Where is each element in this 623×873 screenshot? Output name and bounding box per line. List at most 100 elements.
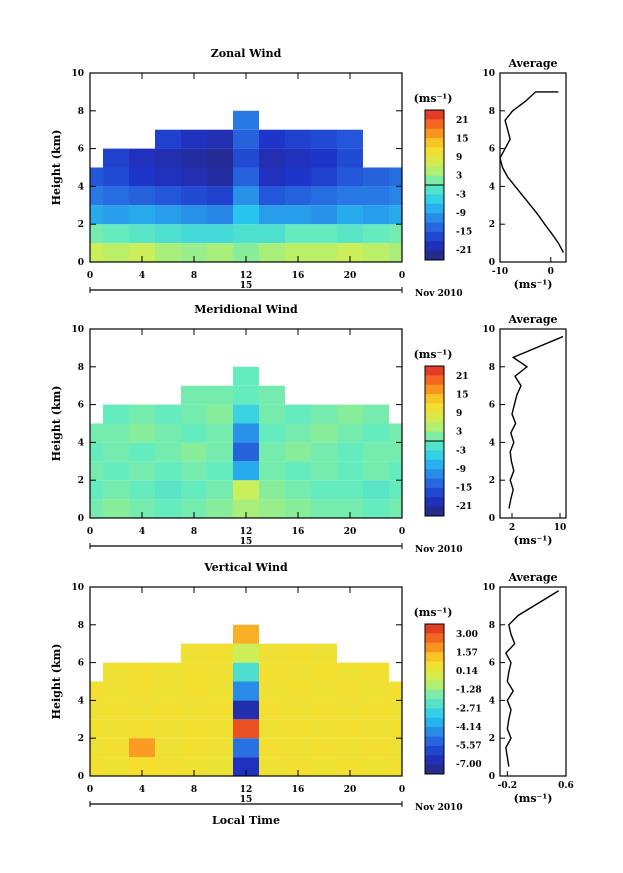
heatmap-cell — [259, 700, 285, 720]
average-y-tick-label: 8 — [489, 363, 495, 373]
average-y-tick-label: 8 — [489, 621, 495, 631]
heatmap-cell — [259, 480, 285, 500]
heatmap-cell — [233, 404, 259, 424]
colorbar-segment — [425, 375, 444, 386]
heatmap-cell — [155, 757, 181, 776]
heatmap-cell — [233, 167, 259, 187]
colorbar-label: -21 — [456, 502, 472, 512]
colorbar-label: -3 — [456, 190, 466, 200]
colorbar-label: -21 — [456, 246, 472, 256]
colorbar-segment — [425, 250, 444, 261]
colorbar-segment — [425, 231, 444, 242]
average-y-tick-label: 10 — [482, 69, 495, 79]
heatmap-cell — [90, 423, 103, 443]
heatmap-cell — [233, 643, 259, 663]
heatmap-cell — [155, 205, 181, 225]
x-tick-label: 8 — [191, 271, 197, 281]
heatmap-cell — [311, 662, 337, 682]
heatmap-cell — [155, 442, 181, 462]
heatmap-cell — [389, 700, 402, 720]
colorbar-label: -3 — [456, 446, 466, 456]
colorbar-segment — [425, 128, 444, 139]
colorbar-label: -1.28 — [456, 686, 482, 696]
heatmap-cell — [233, 243, 259, 262]
heatmap-cell — [103, 681, 129, 701]
y-axis-label: Height (km) — [50, 386, 63, 462]
average-frame — [499, 72, 567, 263]
heatmap-cell — [207, 186, 233, 206]
average-x-tick-label: 10 — [554, 523, 567, 533]
heatmap-cell — [129, 719, 155, 739]
average-title: Average — [507, 313, 557, 326]
heatmap-cell — [90, 757, 103, 776]
heatmap-cell — [311, 442, 337, 462]
x-tick-label: 4 — [139, 527, 145, 537]
average-title: Average — [507, 57, 557, 70]
colorbar-segment — [425, 497, 444, 508]
heatmap-cell — [181, 167, 207, 187]
heatmap-cell — [155, 186, 181, 206]
heatmap-cell — [155, 738, 181, 758]
heatmap-cell — [181, 757, 207, 776]
heatmap-cell — [103, 757, 129, 776]
heatmap-cell — [207, 738, 233, 758]
colorbar-segment — [425, 478, 444, 489]
heatmap-cell — [207, 700, 233, 720]
colorbar-segment — [425, 119, 444, 130]
heatmap-cell — [233, 738, 259, 758]
colorbar-segment — [425, 412, 444, 423]
colorbar-unit: (ms⁻¹) — [414, 606, 453, 619]
average-y-tick-label: 0 — [489, 514, 495, 524]
average-y-tick-label: 10 — [482, 583, 495, 593]
average-frame — [499, 586, 567, 777]
heatmap-cell — [207, 643, 233, 663]
heatmap-cell — [155, 480, 181, 500]
heatmap-cell — [103, 738, 129, 758]
heatmap-cell — [181, 700, 207, 720]
heatmap-cell — [233, 757, 259, 776]
colorbar-unit: (ms⁻¹) — [414, 348, 453, 361]
heatmap-cell — [259, 148, 285, 168]
heatmap-cell — [259, 662, 285, 682]
colorbar-segment — [425, 384, 444, 395]
heatmap-cell — [363, 719, 389, 739]
colorbar-segment — [425, 194, 444, 205]
heatmap-cell — [337, 461, 363, 481]
heatmap-cell — [90, 186, 103, 206]
colorbar-segment — [425, 670, 444, 681]
heatmap-cell — [311, 757, 337, 776]
colorbar-frame — [424, 623, 445, 775]
average-y-tick-label: 0 — [489, 772, 495, 782]
heatmap-cell — [129, 461, 155, 481]
colorbar-segment — [425, 459, 444, 470]
y-tick-label: 0 — [78, 514, 84, 524]
heatmap-cell — [285, 167, 311, 187]
colorbar-label: 0.14 — [456, 667, 478, 677]
y-tick-label: 10 — [71, 325, 84, 335]
heatmap-cell — [129, 404, 155, 424]
heatmap-cell — [155, 461, 181, 481]
x-tick-label: 12 — [240, 271, 253, 281]
heatmap-cell — [155, 129, 181, 149]
y-tick-label: 8 — [78, 621, 84, 631]
heatmap-cell — [90, 480, 103, 500]
heatmap-cell — [337, 224, 363, 244]
colorbar-label: 21 — [456, 116, 469, 126]
colorbar-label: 9 — [456, 409, 462, 419]
colorbar-segment — [425, 110, 444, 120]
heatmap-cell — [259, 404, 285, 424]
day-label: 15 — [240, 537, 253, 547]
heatmap-cell — [103, 719, 129, 739]
heatmap-cell — [285, 461, 311, 481]
average-x-tick-label: -0.2 — [498, 781, 517, 791]
heatmap-cell — [285, 243, 311, 262]
heatmap-cell — [129, 148, 155, 168]
average-x-tick-label: 0 — [548, 267, 554, 277]
y-tick-label: 4 — [78, 696, 84, 706]
heatmap-cell — [207, 205, 233, 225]
heatmap-cell — [233, 129, 259, 149]
month-label: Nov 2010 — [415, 545, 463, 555]
y-tick-label: 0 — [78, 772, 84, 782]
heatmap-cell — [233, 148, 259, 168]
heatmap-cell — [285, 700, 311, 720]
